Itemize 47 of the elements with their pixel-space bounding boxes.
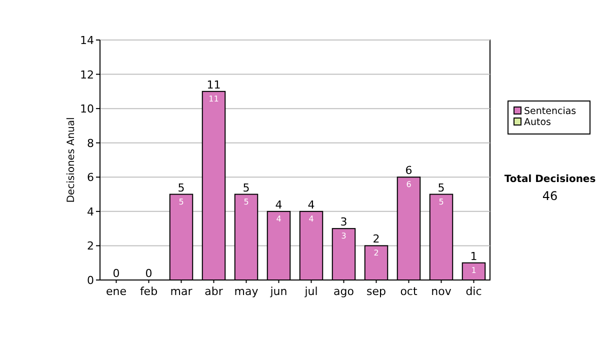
y-tick-label: 0: [87, 274, 94, 287]
x-tick-label: nov: [431, 285, 452, 298]
x-tick-label: abr: [204, 285, 224, 298]
x-tick-label: ene: [106, 285, 127, 298]
x-tick-label: jul: [304, 285, 318, 298]
y-tick-label: 4: [87, 205, 94, 218]
y-tick-label: 2: [87, 240, 94, 253]
x-tick-label: jun: [269, 285, 288, 298]
total-label: 5: [242, 181, 250, 194]
data-label: 5: [178, 197, 184, 206]
data-label: 4: [276, 214, 282, 224]
total-label: 0: [145, 267, 152, 280]
total-label: 5: [178, 181, 185, 194]
y-tick-label: 12: [80, 68, 94, 82]
total-label: 4: [308, 198, 315, 212]
text: Total Decisiones: [504, 174, 596, 185]
total-label: 3: [340, 216, 348, 229]
x-tick-label: ago: [334, 285, 354, 298]
y-axis-title: Decisiones Anual: [66, 117, 77, 203]
data-label: 3: [341, 232, 346, 241]
x-tick-label: may: [234, 285, 259, 298]
data-label: 4: [308, 214, 314, 224]
x-tick-label: mar: [170, 285, 193, 298]
total-label: 5: [438, 181, 445, 194]
total-label: 1: [470, 250, 478, 263]
x-tick-label: dic: [466, 285, 482, 298]
total-label: 2: [372, 232, 380, 246]
x-tick-label: oct: [400, 285, 418, 298]
data-label: 2: [374, 248, 379, 258]
data-label: 11: [208, 94, 219, 104]
total-label: 0: [112, 267, 120, 280]
total-label: 11: [206, 78, 221, 92]
x-tick-label: feb: [140, 285, 158, 298]
y-tick-label: 6: [87, 171, 94, 184]
text: 46: [542, 189, 558, 203]
total-label: 6: [405, 164, 412, 178]
y-tick-label: 10: [80, 102, 94, 116]
y-tick-label: 14: [80, 34, 94, 47]
data-label: 5: [244, 197, 249, 206]
legend-label: Autos: [524, 117, 552, 128]
data-label: 6: [406, 180, 412, 190]
x-tick-label: sep: [366, 285, 386, 298]
data-label: 5: [438, 197, 444, 206]
y-tick-label: 8: [87, 136, 94, 150]
total-label: 4: [275, 198, 282, 212]
legend-label: Sentencias: [524, 106, 576, 117]
data-label: 1: [471, 266, 476, 275]
